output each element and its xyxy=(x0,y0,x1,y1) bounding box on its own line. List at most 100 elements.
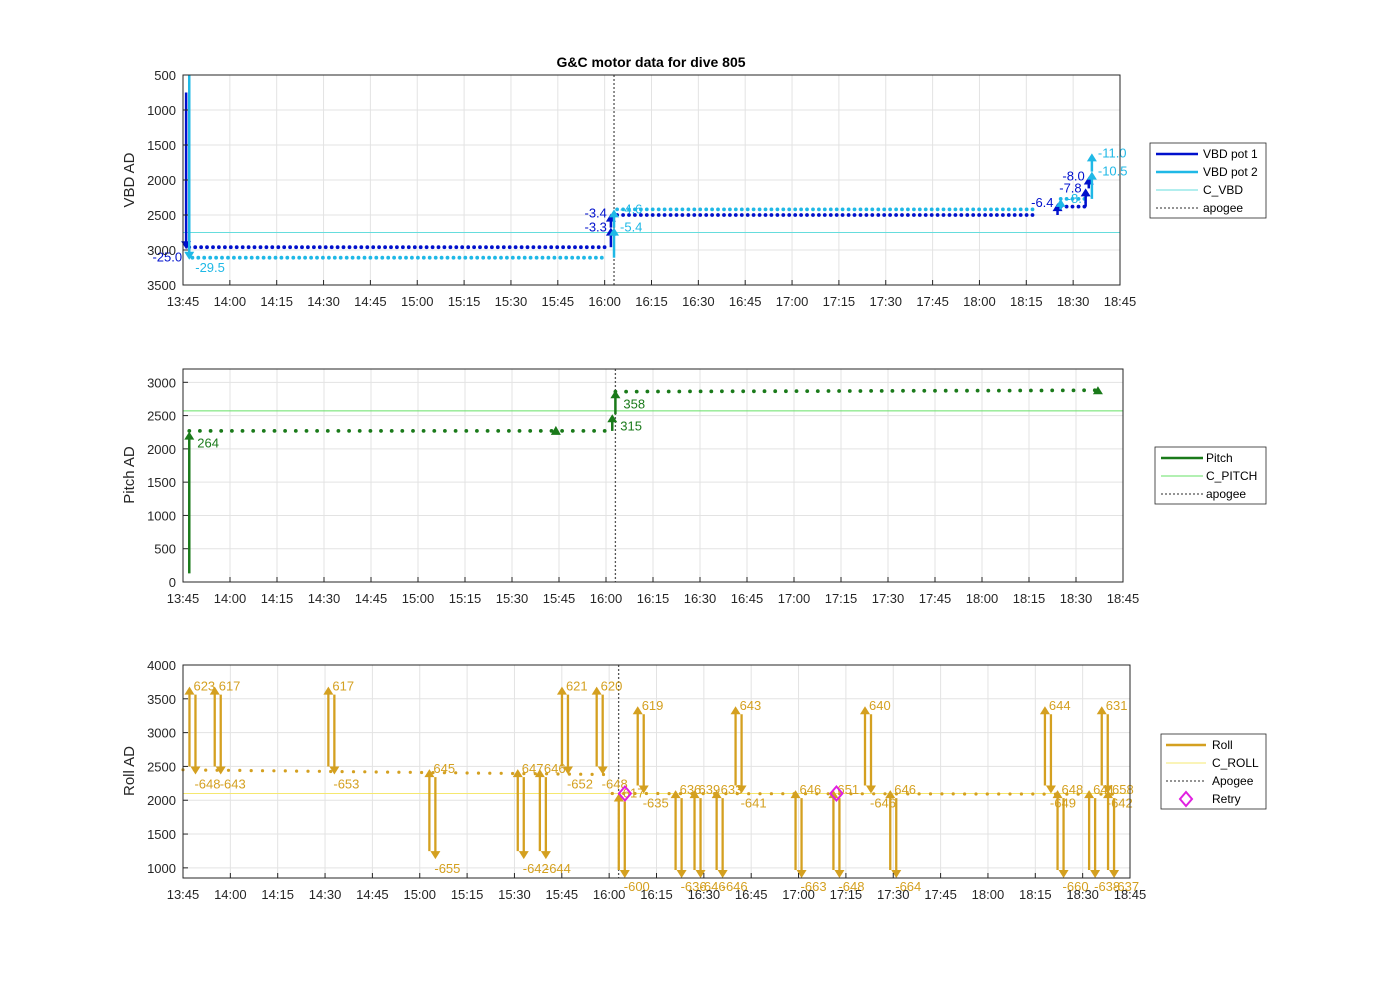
vbd-data-point xyxy=(261,255,266,260)
vbd-data-point xyxy=(692,207,697,212)
vbd-data-point xyxy=(249,255,254,260)
vbd-data-point xyxy=(793,207,798,212)
pitch-data-point xyxy=(720,389,724,394)
pitch-data-point xyxy=(283,429,287,433)
vbd-data-point xyxy=(953,213,958,217)
roll-bottom-label: -643 xyxy=(220,777,246,792)
vbd-data-point xyxy=(1024,213,1029,217)
vbd-data-point xyxy=(751,207,756,212)
roll-move-up-head xyxy=(184,686,195,695)
vbd-data-point xyxy=(234,245,239,250)
roll-x-tick-label: 15:45 xyxy=(546,887,579,902)
pitch-data-point xyxy=(815,389,820,393)
vbd-y-tick-label: 1000 xyxy=(147,103,176,118)
roll-data-point xyxy=(386,770,390,774)
roll-bottom-label: -637 xyxy=(1113,879,1139,894)
pitch-data-point xyxy=(1039,388,1044,393)
roll-top-label: 646 xyxy=(800,782,822,797)
vbd-data-point xyxy=(1030,207,1035,212)
pitch-data-point xyxy=(911,388,916,393)
roll-bottom-label: -642 xyxy=(523,861,549,876)
roll-x-tick-label: 13:45 xyxy=(167,887,200,902)
roll-top-label: 646 xyxy=(894,782,916,797)
vbd-data-point xyxy=(487,255,491,260)
roll-move-down-head xyxy=(190,766,201,775)
vbd-data-point xyxy=(306,245,310,250)
roll-data-point xyxy=(758,792,762,796)
vbd-move-label: -25.0 xyxy=(152,249,182,264)
vbd-data-point xyxy=(633,213,637,217)
vbd-data-point xyxy=(621,213,625,217)
vbd-data-point xyxy=(317,245,322,250)
roll-bottom-label: -648 xyxy=(194,777,220,792)
vbd-data-point xyxy=(662,207,667,212)
pitch-data-point xyxy=(634,389,639,394)
roll-top-label: 621 xyxy=(566,679,588,694)
vbd-data-point xyxy=(368,255,373,260)
vbd-data-point xyxy=(501,245,506,250)
roll-data-point xyxy=(397,770,401,774)
vbd-data-point xyxy=(852,213,857,217)
vbd-data-point xyxy=(584,245,589,250)
roll-data-point xyxy=(260,769,265,773)
vbd-data-point xyxy=(644,213,649,217)
pitch-panel: 264 315 358 13:45 14:00 14:15 14:30 14:45 15:00… xyxy=(121,368,1267,606)
vbd-data-point xyxy=(427,255,432,260)
roll-top-label: 619 xyxy=(642,698,664,713)
pitch-data-point xyxy=(560,429,564,433)
roll-move-up-head xyxy=(689,790,700,799)
vbd-data-point xyxy=(787,213,792,217)
roll-move-down-head xyxy=(597,766,608,775)
vbd-data-point xyxy=(1024,207,1029,212)
roll-data-point xyxy=(633,791,637,796)
vbd-x-tick-label: 18:30 xyxy=(1057,294,1090,309)
pitch-data-point xyxy=(762,389,767,394)
roll-data-point xyxy=(533,772,537,776)
roll-move-down-head xyxy=(695,870,706,878)
vbd-data-point xyxy=(460,245,465,250)
vbd-data-point xyxy=(817,207,821,212)
vbd-data-point xyxy=(995,213,999,217)
pitch-x-tick-label: 17:45 xyxy=(919,591,952,606)
pitch-data-point xyxy=(602,429,607,433)
vbd-data-point xyxy=(822,213,827,217)
roll-move-up-head xyxy=(512,769,523,778)
vbd-legend: VBD pot 1 VBD pot 2 C_VBD apogee xyxy=(1149,142,1267,219)
vbd-data-point xyxy=(757,207,762,212)
pitch-data-point xyxy=(389,429,394,433)
roll-move-down-head xyxy=(1109,870,1120,878)
roll-legend-roll: Roll xyxy=(1212,738,1233,752)
vbd-data-point xyxy=(377,245,381,250)
pitch-x-tick-label: 18:15 xyxy=(1013,591,1046,606)
vbd-x-tick-label: 18:00 xyxy=(963,294,996,309)
roll-data-point xyxy=(317,769,321,773)
vbd-data-point xyxy=(371,245,376,250)
vbd-data-point xyxy=(686,207,691,212)
vbd-data-point xyxy=(627,213,631,217)
roll-data-point xyxy=(849,792,853,796)
vbd-data-point xyxy=(644,207,649,212)
pitch-y-tick-label: 1000 xyxy=(147,508,176,523)
vbd-data-point xyxy=(300,245,304,250)
vbd-data-point xyxy=(799,213,803,217)
pitch-move-label: 358 xyxy=(623,396,645,411)
roll-top-label: 640 xyxy=(869,698,891,713)
pitch-move-arrow-head xyxy=(1092,386,1103,395)
pitch-y-axis-label: Pitch AD xyxy=(121,446,138,504)
vbd-move-arrow-head xyxy=(609,227,620,236)
roll-data-point xyxy=(329,769,333,774)
pitch-data-point xyxy=(698,389,703,394)
pitch-data-point xyxy=(315,429,319,433)
vbd-data-point xyxy=(763,213,768,217)
pitch-x-tick-label: 14:00 xyxy=(214,591,247,606)
pitch-data-point xyxy=(507,429,511,433)
pitch-data-point xyxy=(251,429,256,433)
pitch-data-point xyxy=(656,389,660,394)
pitch-data-point xyxy=(240,429,245,433)
vbd-data-point xyxy=(252,245,257,250)
vbd-data-point xyxy=(404,255,408,260)
roll-data-point xyxy=(940,792,944,796)
vbd-data-point xyxy=(775,207,780,212)
pitch-data-point xyxy=(336,429,341,433)
